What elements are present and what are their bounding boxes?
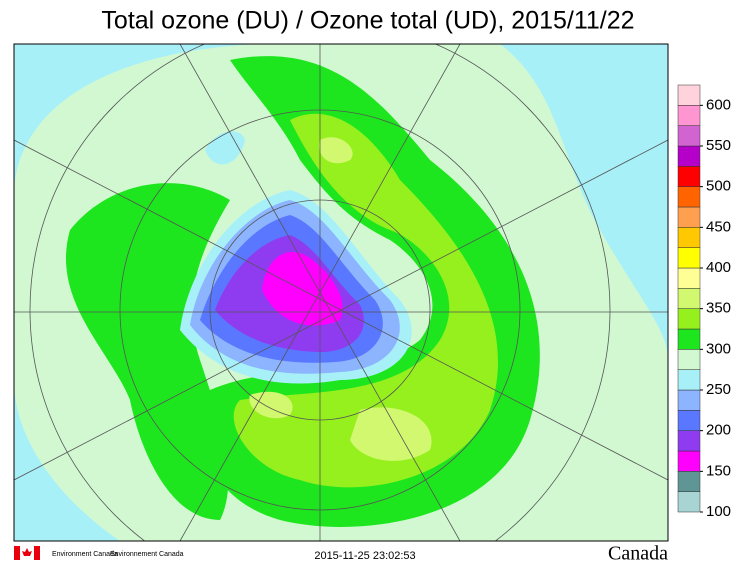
colorbar-label: 350 <box>706 300 731 317</box>
colorbar-band <box>677 471 701 492</box>
timestamp: 2015-11-25 23:02:53 <box>314 550 415 562</box>
colorbar-band <box>677 186 701 208</box>
flag-leaf <box>22 548 32 556</box>
colorbar-label: 100 <box>706 503 731 520</box>
colorbar-label: 600 <box>706 96 731 113</box>
colorbar-label: 150 <box>706 462 731 479</box>
colorbar-label: 400 <box>706 259 731 276</box>
colorbar-label: 500 <box>706 178 731 195</box>
colorbar-label: 300 <box>706 340 731 357</box>
colorbar-band <box>677 288 701 309</box>
colorbar-band <box>677 389 701 411</box>
colorbar-band <box>677 369 701 391</box>
wordmark: Canada <box>608 543 668 565</box>
colorbar: 100 150 200 250 300 350 400 450 500 550 600 <box>677 84 731 520</box>
colorbar-band <box>677 125 701 147</box>
colorbar-band <box>677 206 701 228</box>
flag-bar <box>34 546 40 560</box>
colorbar-band <box>677 247 701 269</box>
colorbar-band <box>677 491 701 513</box>
colorbar-band <box>677 430 701 452</box>
colorbar-band <box>677 84 701 106</box>
agency-fr: Environnement Canada <box>110 551 184 558</box>
colorbar-band <box>677 410 701 431</box>
colorbar-band <box>677 328 701 350</box>
agency-en: Environment Canada <box>52 551 118 558</box>
colorbar-band <box>677 308 701 330</box>
colorbar-band <box>677 166 701 187</box>
colorbar-band <box>677 105 701 126</box>
colorbar-band <box>677 227 701 248</box>
colorbar-band <box>677 267 701 289</box>
title: Total ozone (DU) / Ozone total (UD), 201… <box>101 7 634 35</box>
colorbar-label: 200 <box>706 422 731 439</box>
ozone-map <box>14 44 668 541</box>
flag-bar <box>14 546 20 560</box>
colorbar-label: 250 <box>706 381 731 398</box>
colorbar-band <box>677 349 701 370</box>
colorbar-label: 450 <box>706 218 731 235</box>
map-frame <box>13 43 669 542</box>
colorbar-label: 550 <box>706 137 731 154</box>
colorbar-band <box>677 450 701 472</box>
colorbar-band <box>677 145 701 167</box>
